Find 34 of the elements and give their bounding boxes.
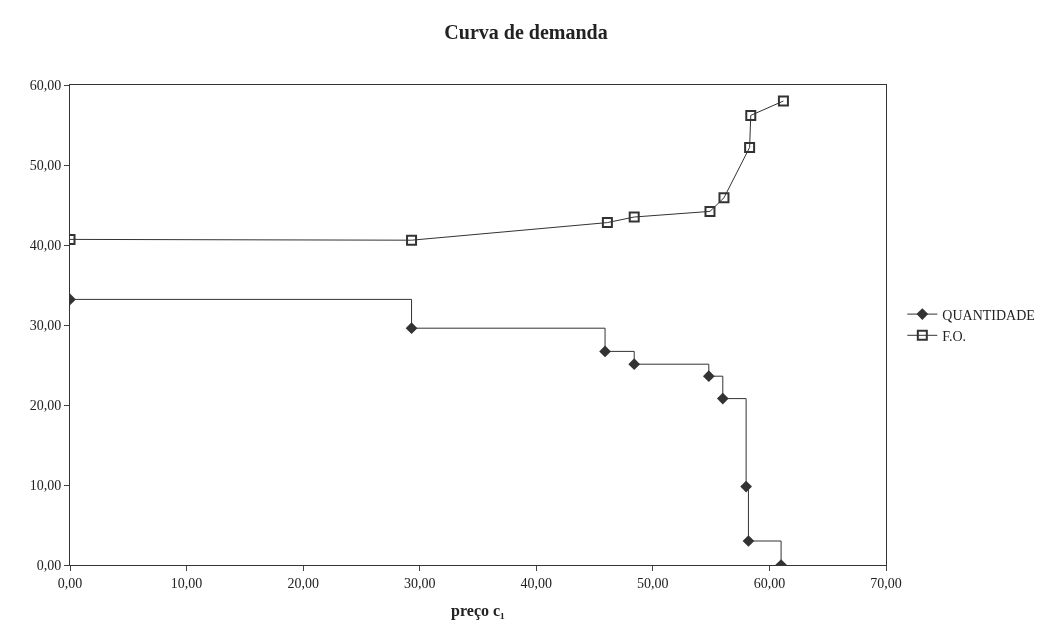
point [777,95,789,107]
point [718,192,730,204]
point [405,322,418,335]
x-tick-label: 10,00 [170,575,203,591]
point [704,205,716,217]
x-tick-label: 40,00 [520,575,553,591]
point [716,392,729,405]
x-tick-label: 30,00 [403,575,436,591]
y-tick-label: 10,00 [29,477,62,493]
y-tick-label: 30,00 [29,317,62,333]
point [702,370,715,383]
point [740,480,752,493]
point [601,217,613,229]
point [599,345,611,358]
legend-label: QUANTIDADE [942,307,1035,323]
x-tick-label: 50,00 [637,575,669,591]
point [406,234,418,246]
point [628,358,641,371]
chart-title: Curva de demanda [444,21,608,44]
y-tick-label: 50,00 [29,157,62,173]
point [742,535,755,547]
x-tick-label: 20,00 [287,575,319,591]
y-tick-label: 0,00 [36,557,62,573]
y-tick-label: 40,00 [29,237,62,253]
point [744,141,756,153]
y-tick-label: 60,00 [29,77,62,93]
point [745,109,757,121]
x-tick-label: 60,00 [753,575,786,591]
y-tick-label: 20,00 [29,397,62,413]
x-axis-title: preço c₁ [451,602,506,621]
x-tick-label: 0,00 [57,575,83,591]
x-tick-label: 70,00 [870,575,902,591]
point [628,211,640,223]
legend-label: F.O. [942,328,967,344]
